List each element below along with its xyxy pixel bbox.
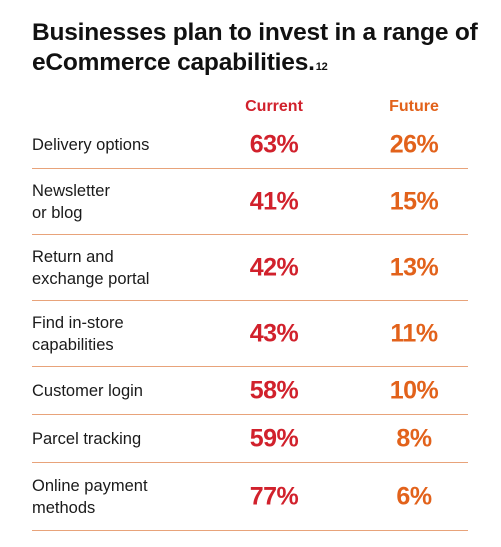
future-value: 8% [396, 424, 432, 452]
column-header-current: Current [245, 98, 303, 115]
future-value: 11% [390, 319, 438, 347]
row-label: Newsletter or blog [32, 181, 110, 222]
future-value: 6% [396, 482, 432, 510]
row-label: Parcel tracking [32, 429, 142, 448]
current-value: 63% [249, 130, 299, 158]
table-row: Online payment methods 77% 6% [32, 463, 468, 531]
table-row: Newsletter or blog 41% 15% [32, 169, 468, 235]
row-label: Return and exchange portal [32, 247, 150, 288]
row-label: Online payment methods [32, 476, 148, 517]
row-label: Customer login [32, 381, 143, 400]
current-value: 58% [249, 376, 299, 404]
footnote-marker: 12 [315, 61, 328, 73]
current-value: 43% [249, 319, 299, 347]
table-row: Return and exchange portal 42% 13% [32, 235, 468, 301]
table-row: Parcel tracking 59% 8% [32, 415, 468, 463]
chart-title-text: Businesses plan to invest in a range of … [32, 19, 478, 76]
row-label: Delivery options [32, 135, 150, 154]
column-header-future: Future [389, 98, 439, 115]
table-row: Find in-store capabilities 43% 11% [32, 301, 468, 367]
future-value: 13% [389, 253, 439, 281]
current-value: 41% [249, 187, 299, 215]
current-value: 59% [249, 424, 299, 452]
current-value: 42% [249, 253, 299, 281]
current-value: 77% [249, 482, 299, 510]
table-row: Delivery options 63% 26% [32, 121, 468, 169]
data-table: Delivery options 63% 26% Newsletter or blog… [32, 121, 468, 531]
future-value: 15% [389, 187, 439, 215]
chart-title: Businesses plan to invest in a range of … [32, 18, 482, 78]
future-value: 26% [389, 130, 439, 158]
table-row: Customer login 58% 10% [32, 367, 468, 415]
future-value: 10% [389, 376, 439, 404]
row-label: Find in-store capabilities [32, 313, 124, 354]
